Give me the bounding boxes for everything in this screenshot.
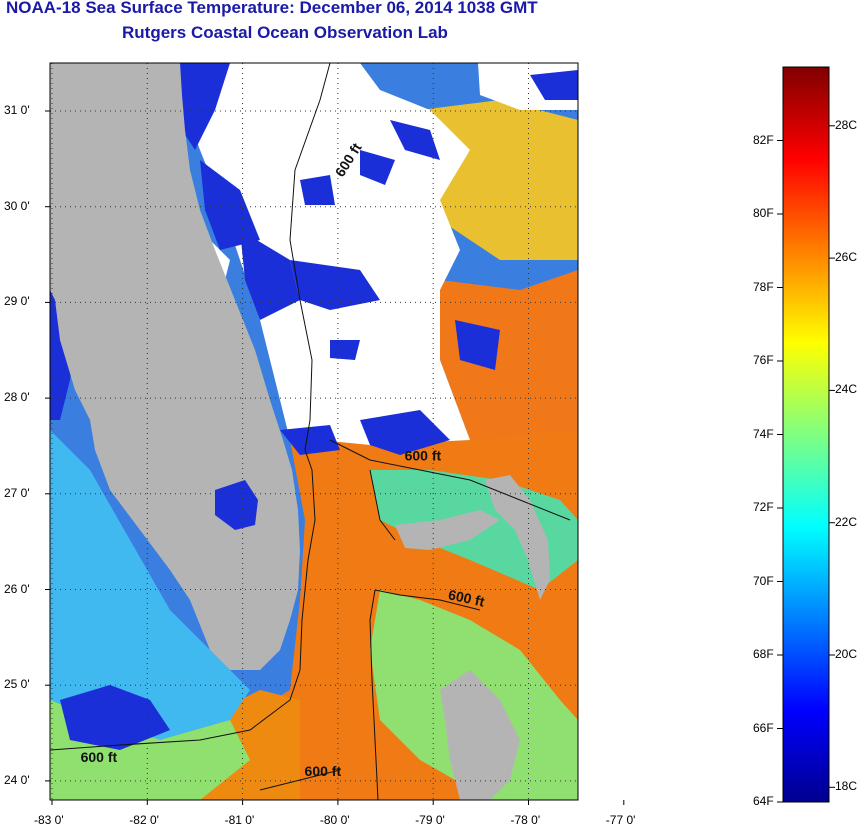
sst-region-cold-keys <box>60 685 170 750</box>
colorbar-f-label-3: 70F <box>753 573 774 588</box>
grand-bahama-island <box>395 510 500 550</box>
lat-tick-label-6: 25 0' <box>4 677 30 692</box>
colorbar-f-label-5: 74F <box>753 426 774 441</box>
lon-tick-label-1: -82 0' <box>129 813 159 827</box>
lon-tick-label-5: -78 0' <box>510 813 541 827</box>
colorbar-c-label-1: 20C <box>835 647 858 661</box>
lat-tick-label-4: 27 0' <box>4 485 30 500</box>
graticule-grid <box>50 63 578 800</box>
isobath-label-3: 600 ft <box>81 749 118 765</box>
lat-tick-label-3: 28 0' <box>4 390 30 405</box>
cloud-mask <box>180 63 470 445</box>
colorbar-f-label-6: 76F <box>753 353 774 367</box>
colorbar-c-label-0: 18C <box>835 779 858 794</box>
axis-ticks <box>45 110 625 805</box>
colorbar-f-label-0: 64F <box>753 794 774 808</box>
colorbar-f-label-8: 80F <box>753 206 774 220</box>
abaco-island <box>485 475 550 600</box>
lake-okeechobee <box>215 480 258 530</box>
lon-tick-label-6: -77 0' <box>605 813 636 827</box>
title-line-2: Rutgers Coastal Ocean Observation Lab <box>122 23 448 42</box>
colorbar-ticks <box>777 125 835 803</box>
colorbar-c-label-3: 24C <box>835 382 858 397</box>
map-frame <box>49 62 579 801</box>
lat-tick-label-1: 30 0' <box>4 198 30 213</box>
colorbar-f-label-1: 66F <box>753 720 774 735</box>
title-line-1: NOAA-18 Sea Surface Temperature: Decembe… <box>6 0 538 17</box>
lon-tick-label-3: -80 0' <box>319 813 350 827</box>
andros-island <box>440 670 520 800</box>
colorbar-f-label-4: 72F <box>753 500 774 514</box>
colorbar-f-label-7: 78F <box>753 279 774 294</box>
lat-tick-label-2: 29 0' <box>4 294 30 309</box>
colorbar <box>782 66 830 803</box>
colorbar-c-label-5: 28C <box>835 117 858 132</box>
sst-region-east-warm <box>440 270 578 440</box>
cloud-edge-cold-pixels <box>180 63 578 455</box>
colorbar-c-label-4: 26C <box>835 250 858 265</box>
lat-tick-label-7: 24 0' <box>4 772 30 787</box>
isobath-label-1: 600 ft <box>405 447 442 463</box>
colorbar-c-label-2: 22C <box>835 514 858 529</box>
lat-tick-label-0: 31 0' <box>4 103 30 117</box>
colorbar-f-label-2: 68F <box>753 647 774 661</box>
sst-region-gulf-cyan <box>50 430 250 740</box>
lon-tick-label-2: -81 0' <box>224 813 255 827</box>
lat-tick-label-5: 26 0' <box>4 581 30 596</box>
isobath-label-2: 600 ft <box>447 586 486 609</box>
lon-tick-label-0: -83 0' <box>34 813 64 827</box>
lon-tick-label-4: -79 0' <box>415 813 445 827</box>
colorbar-f-label-9: 82F <box>753 132 774 147</box>
isobath-label-4: 600 ft <box>305 763 342 779</box>
